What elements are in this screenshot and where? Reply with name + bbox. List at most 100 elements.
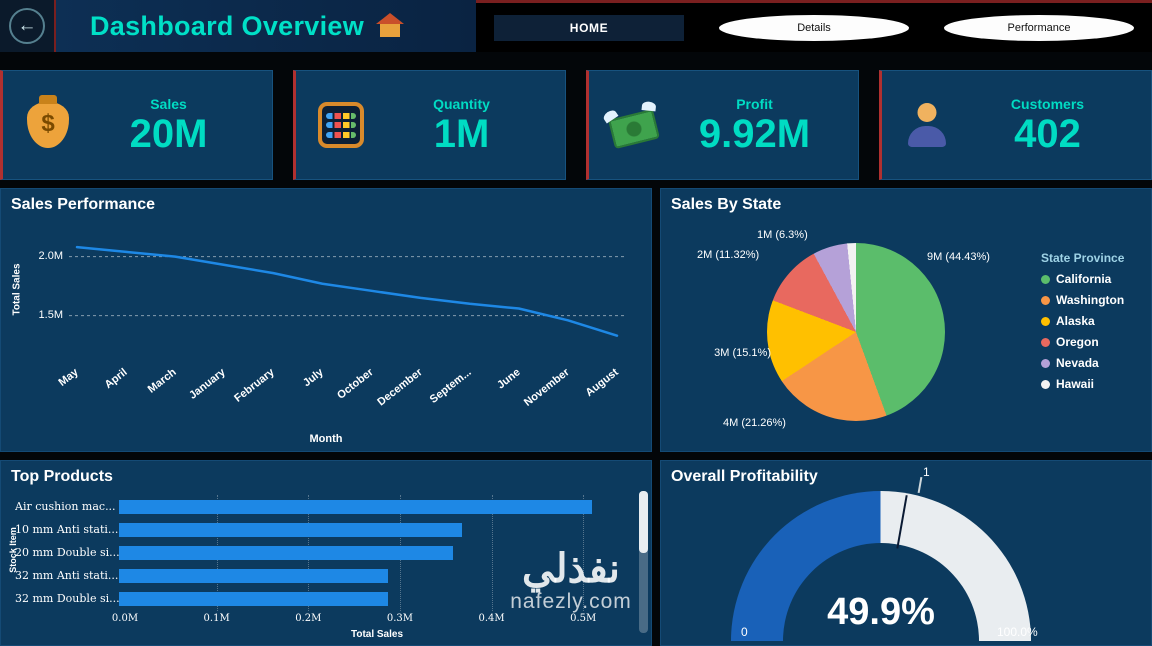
y-tick-label: 1.5M xyxy=(38,308,63,321)
kpi-icon-wrap xyxy=(312,102,370,148)
chart-title: Top Products xyxy=(11,468,113,485)
y-axis-title: Total Sales xyxy=(11,263,23,316)
x-tick-label: 0.2M xyxy=(295,613,322,624)
nav-bar: HOME Details Performance xyxy=(476,0,1152,52)
chart-title: Sales By State xyxy=(671,196,782,213)
pie-slice-label: 2M (11.32%) xyxy=(697,249,760,261)
kpi-card-profit: Profit 9.92M xyxy=(586,70,859,180)
kpi-row: Sales 20M Quantity 1M Profit 9.92M Custo… xyxy=(0,70,1152,180)
bar-track xyxy=(119,591,629,606)
bar-track xyxy=(119,522,629,537)
bar-row: 20 mm Double si... xyxy=(15,541,629,564)
bar[interactable] xyxy=(119,568,388,583)
pie-slice-label: 4M (21.26%) xyxy=(723,417,786,429)
gauge-min-label: 0 xyxy=(741,625,748,639)
legend-item[interactable]: Oregon xyxy=(1041,335,1124,349)
bar[interactable] xyxy=(119,499,592,514)
line-series[interactable] xyxy=(75,245,619,337)
header: ← Dashboard Overview HOME Details Perfor… xyxy=(0,0,1152,52)
gauge xyxy=(731,491,1031,643)
legend-bullet-icon xyxy=(1041,358,1050,368)
legend-bullet-icon xyxy=(1041,295,1050,305)
gauge-target-label: 1 xyxy=(923,465,930,479)
bar-track xyxy=(119,568,629,583)
bar-track xyxy=(119,545,629,560)
bar-category-label: 32 mm Anti stati... xyxy=(15,569,119,582)
y-tick-label: 2.0M xyxy=(38,249,63,262)
legend-label: Hawaii xyxy=(1056,377,1095,391)
kpi-body: Customers 402 xyxy=(956,96,1139,155)
legend-label: Oregon xyxy=(1056,335,1099,349)
legend-label: Alaska xyxy=(1056,314,1095,328)
kpi-value: 402 xyxy=(1014,111,1081,156)
bar-row: Air cushion mac... xyxy=(15,495,629,518)
kpi-label: Profit xyxy=(736,95,773,112)
kpi-card-customers: Customers 402 xyxy=(879,70,1152,180)
sales-performance-panel: Sales Performance Total Sales Month 2.0M… xyxy=(0,188,652,452)
chart-title: Sales Performance xyxy=(11,196,156,213)
x-tick-label: 0.1M xyxy=(203,613,230,624)
kpi-body: Sales 20M xyxy=(77,96,260,155)
bar-rows: Air cushion mac... 10 mm Anti stati... 20 … xyxy=(15,495,629,610)
bar-row: 32 mm Anti stati... xyxy=(15,564,629,587)
money-with-wings-icon xyxy=(608,108,660,150)
x-tick-label: 0.3M xyxy=(386,613,413,624)
legend-bullet-icon xyxy=(1041,274,1050,284)
line-chart[interactable] xyxy=(69,233,625,351)
title-bar: Dashboard Overview xyxy=(56,0,476,52)
kpi-body: Profit 9.92M xyxy=(663,96,846,155)
legend-bullet-icon xyxy=(1041,379,1050,389)
money-bag-icon xyxy=(27,102,69,148)
overall-profitability-panel: Overall Profitability 1 49.9% 0 100.0% xyxy=(660,460,1152,646)
legend-item[interactable]: Alaska xyxy=(1041,314,1124,328)
kpi-card-sales: Sales 20M xyxy=(0,70,273,180)
house-icon xyxy=(376,13,405,39)
pie-chart[interactable] xyxy=(767,243,945,421)
bar-track xyxy=(119,499,629,514)
page-title: Dashboard Overview xyxy=(90,10,365,41)
kpi-card-quantity: Quantity 1M xyxy=(293,70,566,180)
bar-row: 32 mm Double si... xyxy=(15,587,629,610)
bar-row: 10 mm Anti stati... xyxy=(15,518,629,541)
nav-performance-button[interactable]: Performance xyxy=(944,14,1134,41)
legend-bullet-icon xyxy=(1041,337,1050,347)
scrollbar[interactable] xyxy=(639,491,648,633)
back-button-area: ← xyxy=(0,0,56,52)
nav-home-button[interactable]: HOME xyxy=(494,14,684,41)
pie-slice-label: 1M (6.3%) xyxy=(757,229,808,241)
legend-item[interactable]: California xyxy=(1041,272,1124,286)
bar-category-label: Air cushion mac... xyxy=(15,500,116,513)
gauge-max-label: 100.0% xyxy=(997,625,1038,639)
pie-legend-items: California Washington Alaska Oregon Nevada Ha… xyxy=(1041,272,1124,391)
bottom-row: Top Products Stock Item Air cushion mac.… xyxy=(0,460,1152,646)
gridline xyxy=(491,495,493,611)
legend-item[interactable]: Hawaii xyxy=(1041,377,1124,391)
nav-details-button[interactable]: Details xyxy=(719,14,909,41)
legend-label: California xyxy=(1056,272,1112,286)
pie-slice-label: 9M (44.43%) xyxy=(927,251,990,263)
legend-item[interactable]: Washington xyxy=(1041,293,1124,307)
kpi-value: 9.92M xyxy=(698,111,811,156)
x-axis-title: Month xyxy=(309,433,343,445)
x-tick-label: 0.0M xyxy=(111,613,139,624)
bar[interactable] xyxy=(119,591,388,606)
bar-category-label: 32 mm Double si... xyxy=(15,592,119,605)
middle-row: Sales Performance Total Sales Month 2.0M… xyxy=(0,188,1152,452)
back-arrow-icon: ← xyxy=(17,15,37,36)
bar[interactable] xyxy=(119,545,453,560)
bar-category-label: 20 mm Double si... xyxy=(15,546,119,559)
back-button[interactable]: ← xyxy=(9,8,45,44)
kpi-icon-wrap xyxy=(605,106,663,150)
kpi-icon-wrap xyxy=(898,101,956,149)
bar[interactable] xyxy=(119,522,463,537)
legend-title: State Province xyxy=(1041,251,1125,265)
legend-item[interactable]: Nevada xyxy=(1041,356,1124,370)
kpi-value: 1M xyxy=(433,111,490,156)
bar-xticks: 0.0M 0.1M 0.2M 0.3M 0.4M 0.5M xyxy=(112,613,629,627)
kpi-label: Sales xyxy=(150,95,187,112)
pie-slice-label: 3M (15.1%) xyxy=(714,347,771,359)
top-products-panel: Top Products Stock Item Air cushion mac.… xyxy=(0,460,652,646)
scrollbar-thumb[interactable] xyxy=(639,491,648,553)
kpi-icon-wrap xyxy=(19,102,77,148)
